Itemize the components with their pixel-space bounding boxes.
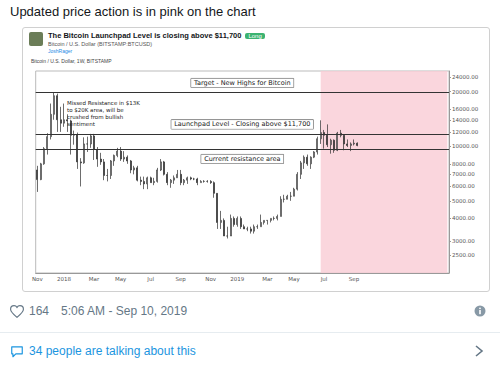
svg-text:8000.00: 8000.00 xyxy=(452,161,475,167)
svg-text:Nov: Nov xyxy=(32,276,43,282)
svg-text:May: May xyxy=(288,276,300,283)
svg-text:16000.00: 16000.00 xyxy=(452,106,479,112)
svg-text:10000.00: 10000.00 xyxy=(452,143,479,149)
svg-text:Jul: Jul xyxy=(146,276,154,283)
svg-text:5000.00: 5000.00 xyxy=(452,198,475,204)
html-text:The Bitcoin Launchpad Level is: The Bitcoin Launchpad Level is closing a… xyxy=(48,31,242,40)
svg-text:2500.00: 2500.00 xyxy=(452,252,475,258)
svg-text:Target - New Highs for Bitcoin: Target - New Highs for Bitcoin xyxy=(193,79,291,87)
svg-text:24000.00: 24000.00 xyxy=(452,74,479,80)
html-text:164: 164 xyxy=(29,304,49,318)
svg-text:Nov: Nov xyxy=(205,276,216,282)
svg-text:Sep: Sep xyxy=(349,276,360,283)
svg-text:sentiment: sentiment xyxy=(67,121,96,127)
svg-text:6000.00: 6000.00 xyxy=(452,183,475,189)
svg-text:2018: 2018 xyxy=(57,276,71,282)
svg-text:Current resistance area: Current resistance area xyxy=(204,155,280,163)
svg-text:Jul: Jul xyxy=(320,276,328,283)
svg-text:Launchpad Level - Closing abov: Launchpad Level - Closing above $11,700 xyxy=(174,120,310,128)
svg-text:3000.00: 3000.00 xyxy=(452,238,475,244)
html-text:Updated price action is in pin: Updated price action is in pink on the c… xyxy=(10,4,256,19)
svg-text:May: May xyxy=(115,276,127,283)
svg-text:Mar: Mar xyxy=(262,276,273,282)
html-text:JoshRager: JoshRager xyxy=(48,48,73,54)
html-text:Long: Long xyxy=(248,33,262,39)
svg-text:to $20K area, will be: to $20K area, will be xyxy=(67,107,125,113)
svg-text:12000.00: 12000.00 xyxy=(452,129,479,135)
html-text:Bitcoin / U.S. Dollar, 1W, BIT: Bitcoin / U.S. Dollar, 1W, BITSTAMP xyxy=(31,58,112,64)
html-text:34 people are talking about th: 34 people are talking about this xyxy=(29,344,196,358)
svg-text:7000.00: 7000.00 xyxy=(452,171,475,177)
html-text:Bitcoin / U.S. Dollar (BITSTAM: Bitcoin / U.S. Dollar (BITSTAMP:BTCUSD) xyxy=(48,41,153,47)
html-text:5:06 AM - Sep 10, 2019: 5:06 AM - Sep 10, 2019 xyxy=(61,304,188,318)
svg-text:Sep: Sep xyxy=(175,276,186,283)
svg-text:14000.00: 14000.00 xyxy=(452,117,479,123)
svg-text:4000.00: 4000.00 xyxy=(452,215,475,221)
svg-text:crushed from bullish: crushed from bullish xyxy=(67,114,125,120)
svg-text:2019: 2019 xyxy=(230,276,244,282)
svg-text:20000.00: 20000.00 xyxy=(452,89,479,95)
svg-text:Mar: Mar xyxy=(89,276,100,282)
svg-text:Missed Resistance in $13K: Missed Resistance in $13K xyxy=(67,100,142,106)
